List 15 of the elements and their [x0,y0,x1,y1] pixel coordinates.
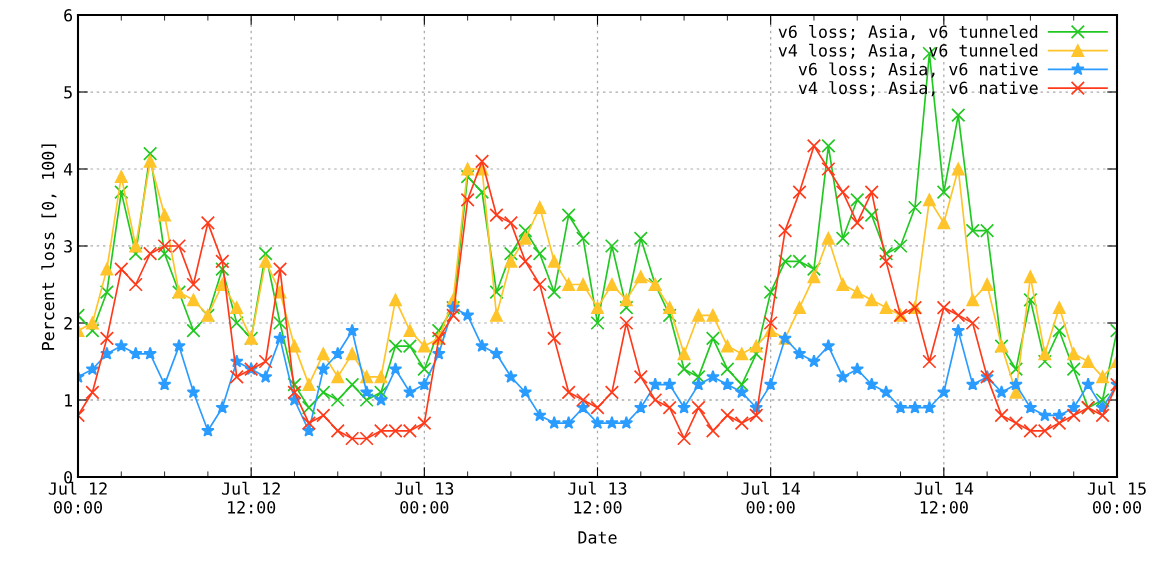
y-tick-label: 3 [64,240,72,253]
legend-label: v6 loss; Asia, v6 tunneled [778,25,1038,41]
x-axis-title: Date [578,531,617,544]
x-tick-label: Jul 14 12:00 [914,481,974,514]
y-tick-label: 5 [64,86,72,99]
x-tick-label: Jul 15 00:00 [1087,481,1146,514]
x-tick-label: Jul 13 00:00 [395,481,454,514]
y-tick-label: 4 [63,163,73,176]
x-tick-label: Jul 14 00:00 [741,481,800,514]
x-tick-label: Jul 13 12:00 [568,481,627,514]
y-axis-title: Percent loss [0, 100] [41,144,57,350]
y-tick-label: 6 [64,9,73,22]
y-tick-label: 1 [65,394,73,407]
x-tick-label: Jul 12 12:00 [221,481,280,514]
y-tick-label: 2 [64,317,72,330]
